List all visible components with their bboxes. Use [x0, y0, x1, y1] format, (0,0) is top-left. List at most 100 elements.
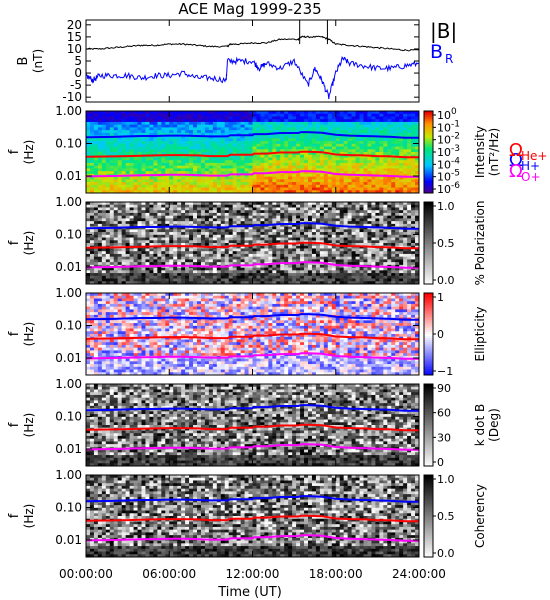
heatmap-cell — [311, 141, 317, 145]
heatmap-cell — [244, 275, 249, 279]
heatmap-cell — [335, 278, 341, 282]
heatmap-cell — [189, 243, 194, 247]
heatmap-cell — [264, 248, 269, 252]
heatmap-cell — [133, 179, 138, 183]
heatmap-cell — [383, 119, 388, 123]
heatmap-cell — [347, 113, 352, 117]
heatmap-cell — [177, 232, 182, 236]
heatmap-cell — [391, 179, 396, 183]
heatmap-cell — [407, 270, 412, 274]
heatmap-cell — [367, 262, 372, 266]
heatmap-cell — [280, 240, 285, 244]
heatmap-cell — [252, 234, 257, 238]
heatmap-cell — [407, 187, 412, 191]
heatmap-cell — [276, 218, 281, 222]
heatmap-cell — [260, 119, 265, 123]
heatmap-cell — [300, 113, 305, 117]
heatmap-cell — [216, 171, 222, 175]
heatmap-cell — [335, 243, 341, 247]
heatmap-cell — [117, 141, 123, 145]
heatmap-cell — [359, 116, 364, 120]
heatmap-cell — [193, 130, 198, 134]
heatmap-cell — [288, 157, 293, 161]
heatmap-cell — [399, 223, 404, 227]
heatmap-cell — [204, 184, 210, 188]
heatmap-cell — [228, 278, 234, 282]
heatmap-cell — [280, 218, 285, 222]
heatmap-cell — [311, 184, 317, 188]
heatmap-cell — [276, 259, 281, 263]
heatmap-cell — [228, 202, 234, 206]
heatmap-cell — [375, 248, 380, 252]
heatmap-cell — [153, 232, 158, 236]
heatmap-cell — [189, 221, 194, 225]
heatmap-cell — [117, 251, 123, 255]
heatmap-cell — [327, 259, 333, 263]
heatmap-cell — [256, 215, 261, 219]
heatmap-cell — [244, 245, 249, 249]
heatmap-cell — [399, 152, 404, 156]
heatmap-cell — [276, 240, 281, 244]
heatmap-cell — [268, 221, 273, 225]
heatmap-cell — [145, 152, 150, 156]
heatmap-cell — [359, 171, 364, 175]
heatmap-cell — [315, 121, 321, 126]
heatmap-cell — [224, 223, 230, 227]
heatmap-cell — [339, 168, 345, 172]
heatmap-cell — [363, 176, 368, 180]
heatmap-cell — [125, 223, 130, 227]
heatmap-cell — [304, 256, 309, 260]
heatmap-cell — [359, 138, 364, 142]
heatmap-cell — [308, 218, 313, 222]
heatmap-cell — [117, 132, 123, 136]
heatmap-cell — [117, 138, 123, 142]
heatmap-cell — [125, 149, 130, 153]
heatmap-cell — [236, 207, 241, 211]
heatmap-cell — [109, 251, 115, 255]
heatmap-cell — [244, 130, 249, 134]
heatmap-cell — [113, 182, 119, 186]
heatmap-cell — [197, 232, 202, 236]
heatmap-cell — [109, 204, 115, 208]
heatmap-cell — [315, 149, 321, 153]
heatmap-cell — [359, 152, 364, 156]
heatmap-cell — [248, 130, 253, 134]
heatmap-cell — [113, 248, 119, 252]
heatmap-cell — [359, 165, 364, 169]
heatmap-cell — [129, 207, 134, 211]
heatmap-cell — [327, 173, 333, 177]
heatmap-cell — [149, 176, 154, 180]
heatmap-cell — [220, 275, 226, 279]
heatmap-cell — [173, 138, 178, 142]
heatmap-cell — [323, 275, 329, 279]
heatmap-cell — [327, 124, 333, 128]
heatmap-cell — [391, 113, 396, 117]
heatmap-cell — [311, 210, 317, 214]
heatmap-cell — [315, 132, 321, 136]
heatmap-cell — [149, 168, 154, 172]
heatmap-cell — [264, 111, 269, 115]
heatmap-cell — [387, 121, 392, 126]
heatmap-cell — [244, 248, 249, 252]
heatmap-cell — [97, 121, 103, 126]
heatmap-cell — [232, 245, 238, 249]
heatmap-cell — [157, 278, 162, 282]
heatmap-cell — [355, 116, 360, 120]
heatmap-cell — [204, 119, 210, 123]
heatmap-cell — [185, 204, 190, 208]
heatmap-cell — [145, 162, 150, 167]
heatmap-cell — [161, 119, 166, 123]
heatmap-cell — [145, 143, 150, 147]
heatmap-cell — [248, 127, 253, 131]
heatmap-cell — [105, 275, 111, 279]
heatmap-cell — [224, 113, 230, 117]
heatmap-cell — [177, 251, 182, 255]
heatmap-cell — [319, 116, 325, 120]
heatmap-cell — [157, 143, 162, 147]
heatmap-cell — [244, 259, 249, 263]
heatmap-cell — [93, 152, 99, 156]
heatmap-cell — [240, 253, 245, 258]
heatmap-cell — [292, 190, 297, 194]
heatmap-cell — [208, 130, 214, 134]
heatmap-cell — [367, 184, 372, 188]
